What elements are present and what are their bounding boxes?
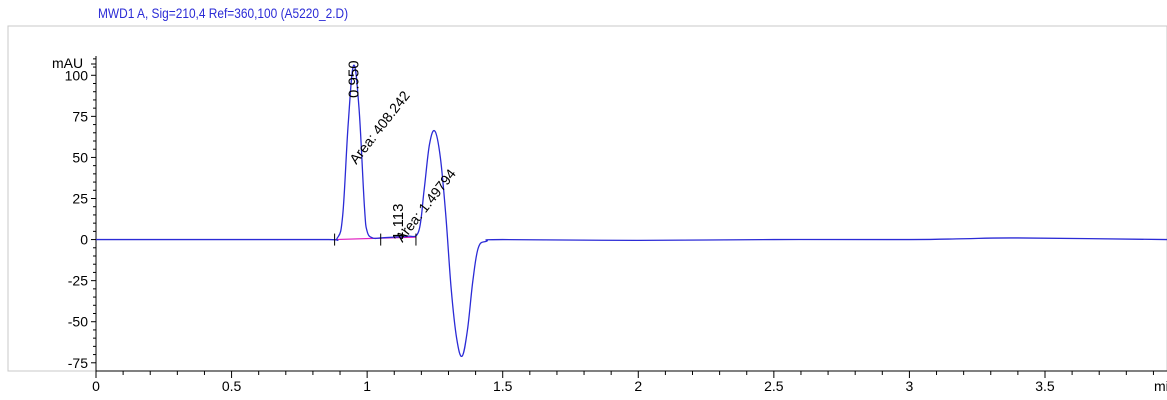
x-tick-label: 3 bbox=[906, 378, 914, 394]
plot-frame bbox=[7, 25, 1167, 372]
y-tick-label: -50 bbox=[68, 314, 88, 330]
x-axis-label: mi bbox=[1154, 378, 1167, 394]
x-tick-label: 2.5 bbox=[764, 378, 784, 394]
x-tick-label: 0 bbox=[92, 378, 100, 394]
y-tick-label: 0 bbox=[80, 232, 88, 248]
x-tick-label: 3.5 bbox=[1035, 378, 1055, 394]
x-tick-label: 0.5 bbox=[222, 378, 242, 394]
peak-area-label: Area: 408.242 bbox=[346, 88, 413, 167]
x-tick-label: 2 bbox=[634, 378, 642, 394]
y-tick-label: 100 bbox=[65, 67, 89, 83]
traces bbox=[95, 64, 1167, 358]
x-tick-label: 1.5 bbox=[493, 378, 513, 394]
y-tick-label: 25 bbox=[72, 191, 88, 207]
y-tick-label: -75 bbox=[68, 355, 88, 371]
y-axis-label: mAU bbox=[52, 55, 83, 71]
y-tick-label: -25 bbox=[68, 273, 88, 289]
x-tick-label: 1 bbox=[363, 378, 371, 394]
signal-trace bbox=[95, 64, 1167, 358]
peak-rt-label: 0.950 bbox=[346, 60, 363, 98]
y-tick-label: 50 bbox=[72, 149, 88, 165]
peak-rt-label: 1.113 bbox=[390, 204, 407, 240]
axes: 100 75 50 25 0 -25 -50 -75 mAU 0 0.5 1 1.5 2 2.5 3 3.5 mi bbox=[52, 55, 1167, 394]
chart-title: MWD1 A, Sig=210,4 Ref=360,100 (A5220_2.D… bbox=[98, 5, 349, 21]
y-tick-label: 75 bbox=[72, 108, 88, 124]
